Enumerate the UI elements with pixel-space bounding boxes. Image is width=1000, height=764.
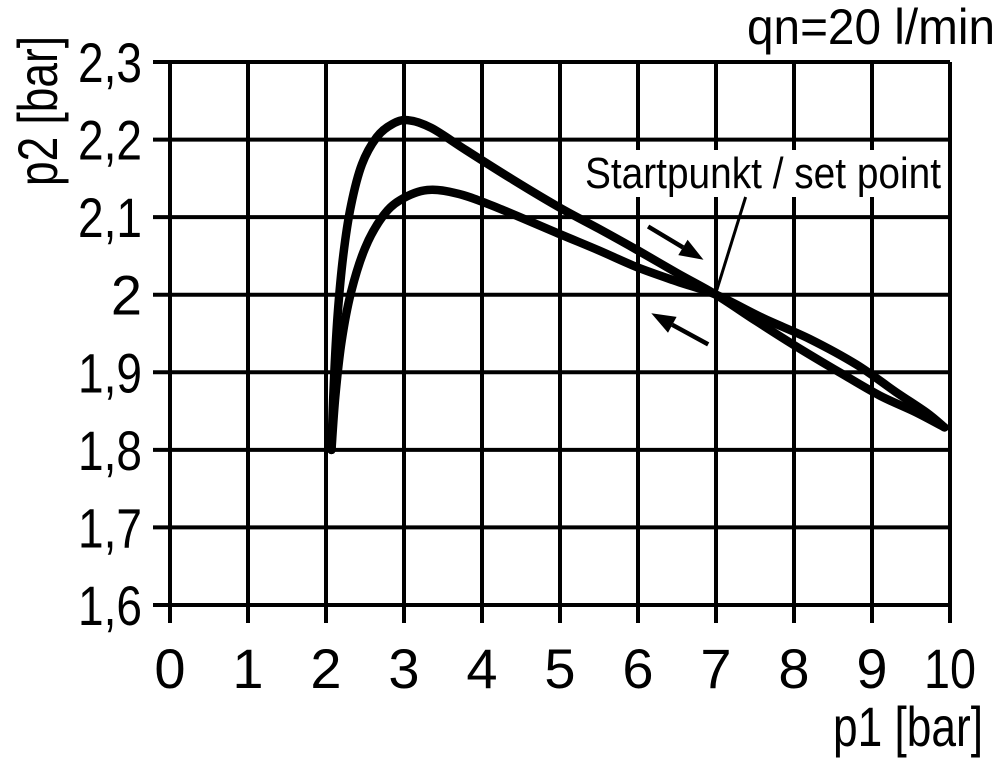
x-tick-label: 1 [232,637,263,700]
x-tick-label: 3 [388,637,419,700]
y-tick-label: 2,1 [78,186,142,249]
y-tick-label: 1,7 [78,496,142,559]
x-tick-label: 0 [154,637,185,700]
y-tick-label: 2,3 [78,31,142,94]
decreasing-pressure-curve [327,185,949,455]
x-tick-label: 8 [778,637,809,700]
annotation-marks [646,196,748,347]
x-tick-label: 10 [924,637,976,700]
increasing-direction-arrow-head [678,239,704,260]
y-axis-tick-labels: 2,3 2,2 2,1 2 1,9 1,8 1,7 1,6 [78,31,142,637]
y-tick-label: 2 [111,264,142,327]
x-tick-label: 6 [622,637,653,700]
y-tick-label: 1,9 [78,341,142,404]
x-tick-label: 5 [544,637,575,700]
set-point-annotation-label: Startpunkt / set point [585,149,941,198]
y-tick-label: 1,8 [78,419,142,482]
flow-rate-title: qn=20 l/min [747,0,995,55]
y-tick-label: 2,2 [78,109,142,172]
x-tick-label: 7 [700,637,731,700]
increasing-pressure-curve [327,115,949,455]
y-axis-label: p2 [bar] [6,36,69,186]
pressure-curves [327,115,949,455]
increasing-direction-arrow [646,224,704,260]
decreasing-direction-arrow-head [651,313,677,333]
x-tick-label: 4 [466,637,497,700]
x-tick-label: 9 [856,637,887,700]
set-point-leader-line [715,196,748,291]
annotation-label-background [578,150,948,197]
decreasing-direction-arrow [651,313,710,347]
decreasing-direction-arrow-shaft [671,322,710,347]
increasing-direction-arrow-shaft [646,224,685,250]
y-tick-label: 1,6 [78,574,142,637]
x-tick-label: 2 [310,637,341,700]
x-axis-label: p1 [bar] [833,695,983,758]
x-axis-tick-labels: 0 1 2 3 4 5 6 7 8 9 10 [154,637,976,700]
